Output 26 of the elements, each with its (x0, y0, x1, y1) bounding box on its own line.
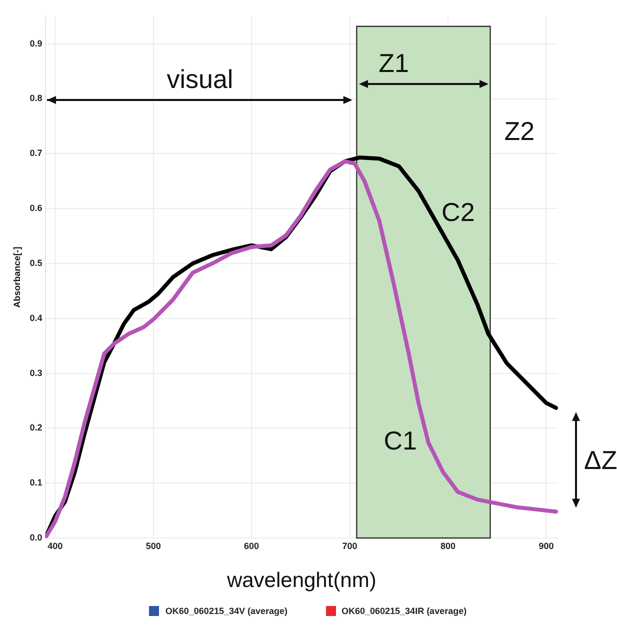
y-tick-label: 0.6 (30, 203, 42, 214)
y-tick-label: 0.9 (30, 38, 42, 48)
annotation: Z2 (504, 116, 535, 148)
y-tick-label: 0.3 (30, 368, 42, 378)
x-tick-label: 800 (440, 540, 456, 551)
text: OK60_060215_34V (average) (165, 606, 288, 616)
text: OK60_060215_34IR (average) (342, 606, 467, 616)
y-tick-label: 0.0 (30, 532, 42, 542)
y-tick-label: 0.5 (30, 258, 42, 268)
x-tick-label: 500 (146, 540, 161, 551)
x-tick-label: 400 (48, 540, 63, 551)
y-tick-label: 0.8 (30, 93, 42, 104)
x-tick-label: 900 (538, 540, 554, 551)
annotation: Z1 (378, 48, 409, 80)
series-label: C2 (442, 196, 475, 227)
annotation: visual (166, 64, 234, 96)
x-tick-label: 700 (342, 540, 358, 551)
x-tick-label: 600 (244, 540, 260, 551)
y-axis-title: Absorbance[-] (12, 246, 22, 308)
y-tick-label: 0.2 (30, 422, 42, 433)
x-axis-title: wavelenght(nm) (226, 569, 376, 592)
text: ΔZ (584, 444, 617, 476)
series-label: C1 (384, 426, 417, 456)
y-tick-label: 0.7 (30, 148, 42, 158)
y-tick-label: 0.1 (30, 478, 42, 488)
y-tick-label: 0.4 (30, 312, 42, 323)
